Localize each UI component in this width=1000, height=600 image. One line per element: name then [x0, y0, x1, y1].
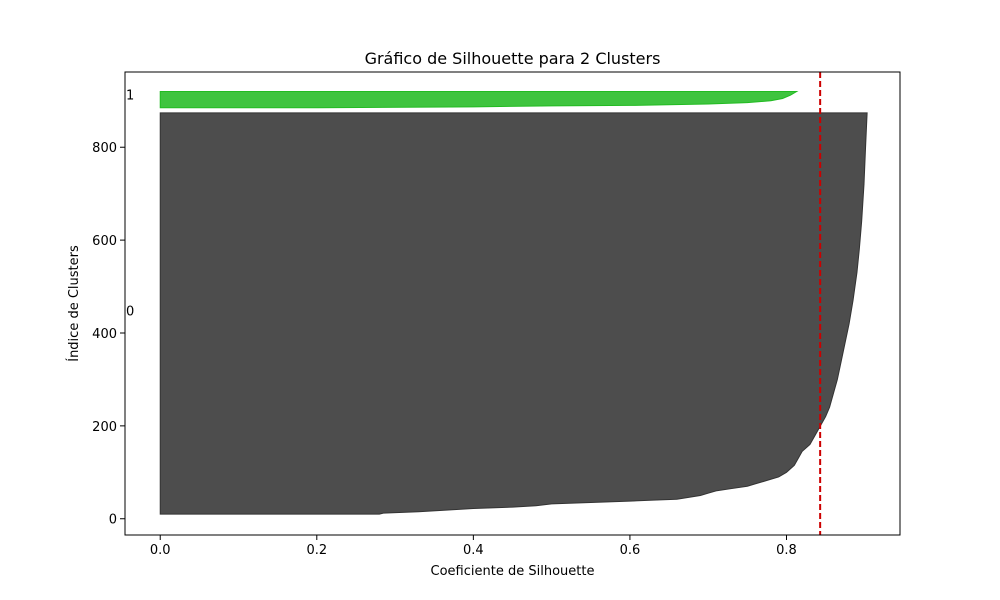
y-axis-label: Índice de Clusters	[66, 245, 82, 362]
y-tick-label: 800	[92, 141, 117, 156]
cluster-label-0: 0	[126, 305, 134, 320]
y-tick-label: 0	[109, 513, 117, 528]
y-tick-label: 600	[92, 234, 117, 249]
axis-ticks: 0.0 0.2 0.4 0.6 0.8 0 200 400 600 800	[92, 141, 797, 558]
x-tick-label: 0.0	[150, 543, 171, 558]
plot-area: 01	[126, 72, 868, 535]
axes-frame	[124, 71, 901, 536]
x-tick-label: 0.4	[463, 543, 484, 558]
silhouette-area-cluster-0	[159, 112, 868, 515]
y-tick-label: 400	[92, 327, 117, 342]
y-tick-label: 200	[92, 420, 117, 435]
x-axis-label: Coeficiente de Silhouette	[431, 564, 595, 579]
silhouette-area-cluster-1	[159, 91, 799, 109]
x-tick-label: 0.2	[306, 543, 327, 558]
chart-title: Gráfico de Silhouette para 2 Clusters	[365, 49, 661, 68]
x-tick-label: 0.8	[776, 543, 797, 558]
x-tick-label: 0.6	[620, 543, 641, 558]
cluster-label-1: 1	[126, 88, 134, 103]
